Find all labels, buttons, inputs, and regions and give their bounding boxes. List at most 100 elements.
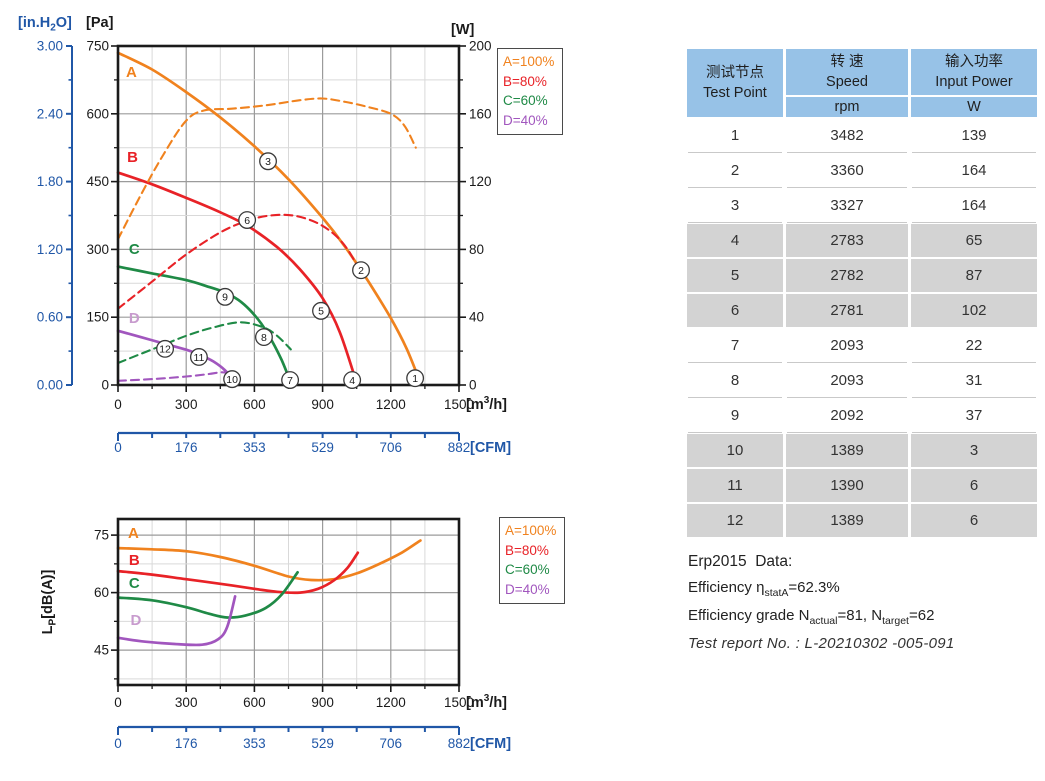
power-cell: 22 [911, 329, 1037, 362]
flow-tick-label: 1500 [444, 397, 474, 412]
flow-tick-label: 600 [243, 695, 266, 710]
speed-cell: 2783 [786, 224, 908, 257]
test-point-cell: 11 [687, 469, 783, 502]
test-point-cell: 6 [687, 294, 783, 327]
speed-cell: 1389 [786, 504, 908, 537]
table-row: 2 3360 164 [687, 154, 1037, 187]
axis-title: [CFM] [470, 440, 511, 456]
table-row: 3 3327 164 [687, 189, 1037, 222]
erp-grade-label: Efficiency grade N [688, 607, 810, 624]
axis-title: LP[dB(A)] [40, 570, 59, 635]
speed-cell: 2781 [786, 294, 908, 327]
curve-pressure-C [116, 265, 291, 381]
cfm-tick-label: 706 [380, 736, 403, 751]
pa-tick-label: 750 [86, 39, 109, 54]
inh2o-tick-label: 0.00 [37, 378, 63, 393]
noise-chart: ABC D 45 60 75 0 300 600 900 1200 1500 0 176 353 529 70… [40, 517, 511, 752]
cfm-tick-label: 706 [380, 440, 403, 455]
test-point-number: 8 [261, 332, 267, 344]
test-point-marker-7 [281, 371, 300, 389]
power-cell: 6 [911, 504, 1037, 537]
test-point-number: 5 [318, 306, 324, 318]
test-point-cell: 7 [687, 329, 783, 362]
cfm-tick-label: 882 [448, 736, 471, 751]
table-header-test-point: 测试节点 Test Point [687, 49, 783, 117]
speed-cell: 2782 [786, 259, 908, 292]
test-point-marker-8 [254, 328, 273, 347]
test-point-table: 测试节点 Test Point 转 速 Speed 输入功率 Input Pow… [684, 47, 1040, 539]
test-point-cell: 4 [687, 224, 783, 257]
legend-item: A=100% [503, 54, 555, 69]
table-header-speed: 转 速 Speed [786, 49, 908, 95]
table-row: 4 2783 65 [687, 224, 1037, 257]
header-speed-cn: 转 速 [830, 54, 864, 70]
curve-noise-D [116, 595, 237, 647]
table-header-rpm-unit: rpm [786, 97, 908, 117]
test-point-marker-10 [223, 370, 242, 389]
table-row: 6 2781 102 [687, 294, 1037, 327]
test-point-marker-4 [343, 371, 362, 389]
table-row: 5 2782 87 [687, 259, 1037, 292]
flow-tick-label: 600 [243, 397, 266, 412]
cfm-tick-label: 529 [311, 440, 334, 455]
erp-grade-target-value: =62 [908, 607, 935, 624]
legend-item: C=60% [505, 562, 550, 577]
test-point-marker-1 [406, 369, 425, 388]
power-cell: 102 [911, 294, 1037, 327]
test-point-cell: 2 [687, 154, 783, 187]
test-point-cell: 5 [687, 259, 783, 292]
erp-data-block: Erp2015 Data: Efficiency ηstatA=62.3% Ef… [688, 553, 1040, 660]
test-point-cell: 12 [687, 504, 783, 537]
power-cell: 31 [911, 364, 1037, 397]
curve-label-A: A [128, 525, 139, 542]
curve-power-D [116, 371, 234, 382]
curve-pressure-A [116, 51, 421, 381]
curve-label-C: C [129, 241, 140, 258]
cfm-tick-label: 176 [175, 440, 198, 455]
test-point-marker-6 [238, 211, 257, 229]
flow-tick-label: 300 [175, 695, 198, 710]
speed-cell: 2092 [786, 399, 908, 432]
header-test-point-en: Test Point [703, 85, 767, 101]
legend-item: D=40% [505, 581, 550, 597]
axis-title: [m3/h] [466, 693, 507, 711]
legend-item: C=60% [503, 93, 548, 108]
table-row: 10 1389 3 [687, 434, 1037, 467]
table-row: 1 3482 139 [687, 119, 1037, 152]
speed-cell: 1389 [786, 434, 908, 467]
curve-label-C: C [129, 575, 140, 592]
power-cell: 3 [911, 434, 1037, 467]
power-cell: 139 [911, 119, 1037, 152]
w-tick-label: 200 [469, 39, 492, 54]
test-point-marker-5 [312, 301, 330, 320]
curve-noise-A [116, 539, 422, 582]
flow-tick-label: 900 [311, 397, 334, 412]
power-cell: 87 [911, 259, 1037, 292]
erp-grade-line: Efficiency grade Nactual=81, Ntarget=62 [688, 607, 1040, 627]
header-input-power-en: Input Power [935, 74, 1013, 90]
speed-cell: 3327 [786, 189, 908, 222]
db-tick-label: 45 [94, 643, 109, 658]
flow-tick-label: 1500 [444, 695, 474, 710]
speed-cell: 2093 [786, 329, 908, 362]
w-tick-label: 40 [469, 310, 484, 325]
test-point-marker-11 [189, 348, 208, 366]
test-point-number: 12 [159, 344, 171, 356]
test-point-number: 4 [349, 375, 355, 387]
erp-report-no: Test report No. : L-20210302 -005-091 [688, 635, 955, 652]
pa-tick-label: 0 [101, 378, 109, 393]
test-point-marker-12 [156, 339, 175, 358]
flow-tick-label: 0 [114, 397, 122, 412]
curve-power-A [116, 97, 417, 241]
axis-title: [in.H2O] [18, 15, 72, 34]
legend-item: B=80% [503, 73, 547, 89]
inh2o-tick-label: 0.60 [37, 310, 63, 325]
cfm-tick-label: 353 [243, 736, 266, 751]
test-point-marker-3 [259, 152, 277, 171]
cfm-tick-label: 0 [114, 440, 122, 455]
erp-grade-subscript-target: target [882, 615, 909, 627]
curve-label-D: D [131, 612, 142, 629]
legend-noise: A=100% B=80% C=60% D=40% [499, 517, 566, 604]
header-input-power-cn: 输入功率 [945, 54, 1003, 70]
